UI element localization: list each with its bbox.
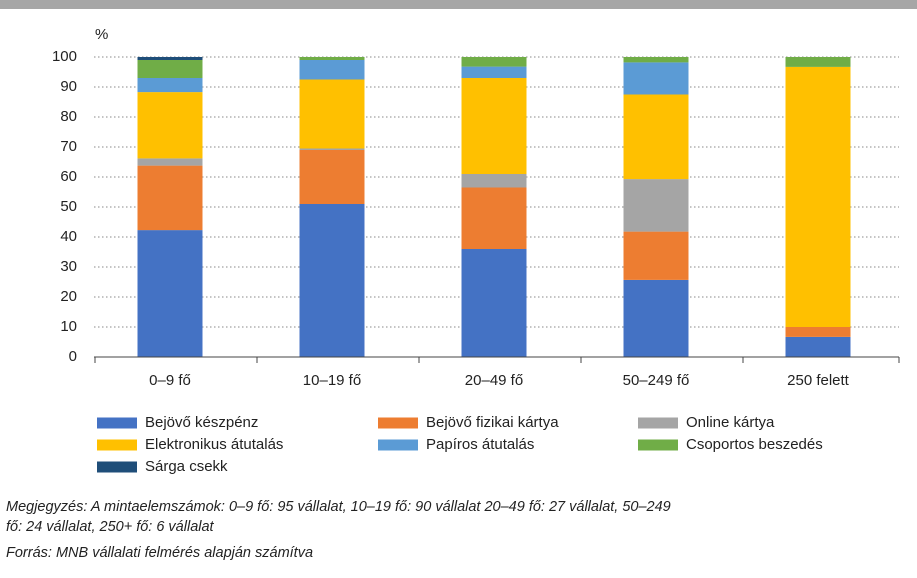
legend-label: Bejövő készpénz [145, 414, 258, 431]
bar-segment [785, 327, 851, 337]
source: Forrás: MNB vállalati felmérés alapján s… [6, 545, 313, 561]
legend-swatch [97, 417, 137, 429]
bar-segment [137, 57, 203, 60]
legend-swatch [378, 439, 418, 451]
y-tick-label: 40 [60, 228, 77, 245]
bar-segment [623, 94, 689, 180]
bar-segment [137, 165, 203, 231]
bar-segment [299, 79, 365, 149]
legend-swatch [378, 417, 418, 429]
y-tick-label: 0 [69, 348, 77, 365]
y-tick-label: 80 [60, 108, 77, 125]
bar-segment [299, 57, 365, 60]
bar-segment [137, 158, 203, 166]
legend-swatch [638, 439, 678, 451]
bar-segment [623, 279, 689, 357]
y-tick-label: 60 [60, 168, 77, 185]
y-tick-label: 50 [60, 198, 77, 215]
bar-segment [299, 60, 365, 80]
bar-segment [623, 62, 689, 95]
legend-label: Papíros átutalás [426, 436, 534, 453]
bar-segment [137, 230, 203, 357]
note: fő: 24 vállalat, 250+ fő: 6 vállalat [6, 519, 215, 535]
bar-segment [461, 78, 527, 174]
bar-segment [461, 66, 527, 78]
x-tick-label: 50–249 fő [623, 372, 690, 389]
bar-segment [137, 78, 203, 93]
bar-segment [785, 66, 851, 328]
bar-segment [299, 204, 365, 357]
bar-segment [461, 57, 527, 67]
bar-segment [461, 174, 527, 188]
x-tick-label: 250 felett [787, 372, 850, 389]
bar-segment [623, 231, 689, 280]
bar-segment [623, 179, 689, 232]
note: Megjegyzés: A mintaelemszámok: 0–9 fő: 9… [6, 499, 671, 515]
legend-label: Online kártya [686, 414, 775, 431]
x-tick-label: 10–19 fő [303, 372, 361, 389]
legend-label: Csoportos beszedés [686, 436, 823, 453]
legend-swatch [97, 439, 137, 451]
bar-segment [299, 148, 365, 150]
legend-swatch [638, 417, 678, 429]
bar-segment [137, 92, 203, 159]
bar-segment [785, 57, 851, 67]
y-unit: % [95, 26, 108, 43]
legend-label: Elektronikus átutalás [145, 436, 283, 453]
y-tick-label: 10 [60, 318, 77, 335]
legend-label: Sárga csekk [145, 458, 228, 475]
bar-segment [785, 336, 851, 357]
bar-segment [461, 187, 527, 249]
y-tick-label: 20 [60, 288, 77, 305]
y-tick-label: 30 [60, 258, 77, 275]
legend-swatch [97, 461, 137, 473]
y-tick-label: 90 [60, 78, 77, 95]
bar-segment [461, 249, 527, 357]
bar-segment [137, 60, 203, 78]
x-tick-label: 20–49 fő [465, 372, 523, 389]
legend-label: Bejövő fizikai kártya [426, 414, 559, 431]
top-band [0, 0, 917, 9]
bar-segment [299, 150, 365, 204]
bar-segment [623, 57, 689, 63]
x-tick-label: 0–9 fő [149, 372, 191, 389]
y-tick-label: 70 [60, 138, 77, 155]
y-tick-label: 100 [52, 48, 77, 65]
